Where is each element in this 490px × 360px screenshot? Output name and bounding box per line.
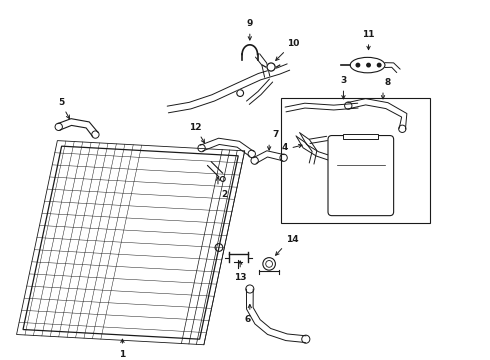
Text: 6: 6 xyxy=(245,315,251,324)
Text: 13: 13 xyxy=(234,273,246,282)
Text: 12: 12 xyxy=(190,123,202,132)
Circle shape xyxy=(267,63,275,71)
Bar xyxy=(281,98,430,223)
FancyBboxPatch shape xyxy=(328,136,393,216)
Circle shape xyxy=(237,90,244,96)
Circle shape xyxy=(356,63,360,67)
Text: 14: 14 xyxy=(286,235,298,244)
Text: 8: 8 xyxy=(385,78,391,87)
Circle shape xyxy=(263,258,275,270)
Ellipse shape xyxy=(350,57,385,73)
Text: 10: 10 xyxy=(288,39,300,48)
Text: 11: 11 xyxy=(362,30,375,39)
Text: 9: 9 xyxy=(246,19,253,28)
Text: 3: 3 xyxy=(341,76,346,85)
Text: 5: 5 xyxy=(58,98,65,107)
Text: 1: 1 xyxy=(119,350,125,359)
Polygon shape xyxy=(23,146,238,339)
Text: 4: 4 xyxy=(281,143,288,152)
Text: 7: 7 xyxy=(272,130,278,139)
Text: 2: 2 xyxy=(221,190,227,199)
Circle shape xyxy=(377,63,381,67)
Circle shape xyxy=(367,63,370,67)
Bar xyxy=(343,134,378,139)
